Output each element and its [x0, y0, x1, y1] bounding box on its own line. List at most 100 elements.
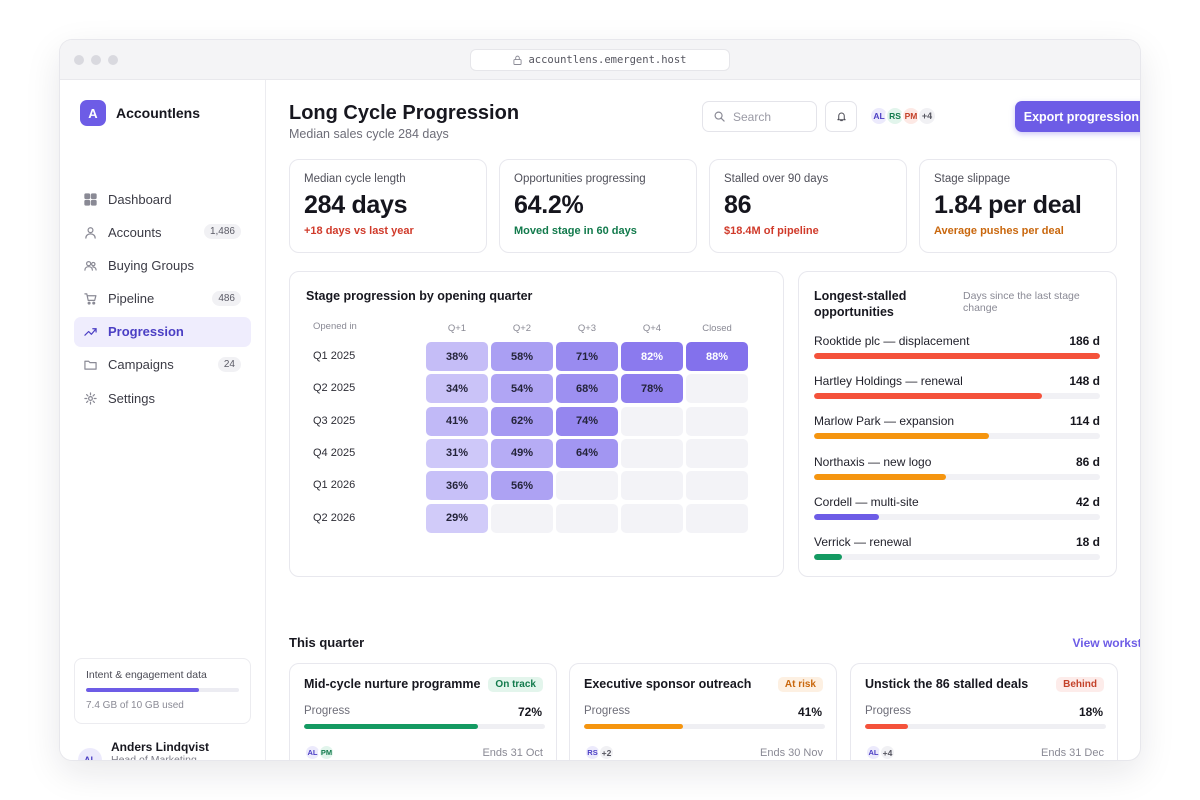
- search-box[interactable]: Search: [702, 101, 817, 132]
- heatmap-row-label: Q2 2025: [313, 382, 356, 395]
- stalled-days: 114 d: [1069, 414, 1100, 429]
- heatmap-cell[interactable]: 74%: [556, 406, 618, 436]
- quarter-section-title: This quarter: [289, 635, 365, 650]
- cart-icon: [84, 293, 97, 305]
- progress-label: Progress: [584, 705, 631, 717]
- heatmap-cell: [686, 406, 748, 436]
- workstream-end-date: Ends 30 Nov: [760, 747, 823, 759]
- progress-percent: 18%: [1078, 705, 1103, 719]
- stalled-days: 148 d: [1069, 374, 1100, 389]
- sidebar-item-label: Pipeline: [108, 291, 155, 307]
- workstream-avatars[interactable]: AL +4: [865, 744, 896, 760]
- heatmap-cell[interactable]: 29%: [426, 503, 488, 533]
- heatmap-cell[interactable]: 64%: [556, 438, 618, 468]
- heatmap-cell: [621, 471, 683, 501]
- trend-icon: [84, 328, 97, 337]
- workstream-avatars[interactable]: RS +2: [584, 744, 615, 760]
- heatmap-row-label: Q1 2025: [313, 350, 356, 362]
- stalled-bar-track: [814, 554, 1100, 560]
- heatmap-cell[interactable]: 54%: [491, 374, 553, 404]
- user-profile[interactable]: AL Anders Lindqvist Head of Marketing An…: [78, 740, 221, 760]
- workstream-title: Executive sponsor outreach: [584, 677, 752, 691]
- heatmap-cell[interactable]: 38%: [426, 342, 488, 371]
- stalled-item[interactable]: Northaxis — new logo 86 d: [814, 455, 1100, 481]
- kpi-label: Stage slippage: [934, 173, 1011, 185]
- workstream-card[interactable]: Unstick the 86 stalled deals Behind Progre…: [850, 663, 1118, 760]
- kpi-value: 1.84 per deal: [934, 191, 1082, 219]
- export-button[interactable]: Export progression data: [1015, 101, 1140, 132]
- heatmap-cell[interactable]: 56%: [491, 471, 553, 501]
- progress-fill: [865, 724, 909, 729]
- heatmap-cell: [556, 503, 618, 533]
- heatmap-cell[interactable]: 41%: [426, 406, 488, 436]
- sidebar-item-buying-groups[interactable]: Buying Groups: [74, 250, 251, 280]
- workstream-title: Mid-cycle nurture programme: [304, 677, 481, 691]
- heatmap-cell[interactable]: 36%: [426, 471, 488, 501]
- heatmap-cell[interactable]: 31%: [426, 438, 488, 468]
- address-bar[interactable]: accountlens.emergent.host: [470, 49, 730, 71]
- heatmap-cell[interactable]: 78%: [621, 374, 683, 404]
- close-window-dot[interactable]: [74, 55, 84, 65]
- kpi-card: Opportunities progressing 64.2% Moved stag…: [499, 159, 697, 253]
- search-placeholder: Search: [733, 109, 772, 124]
- stalled-item[interactable]: Hartley Holdings — renewal 148 d: [814, 374, 1100, 400]
- view-workstreams-link[interactable]: View workstreams: [1072, 636, 1140, 650]
- storage-progress-track: [86, 688, 239, 692]
- sidebar-item-label: Settings: [108, 390, 155, 406]
- heatmap-cell[interactable]: 88%: [686, 342, 748, 371]
- stalled-item[interactable]: Cordell — multi-site 42 d: [814, 495, 1100, 521]
- users-icon: [84, 260, 97, 271]
- heatmap-cell: [686, 438, 748, 468]
- stalled-bar-fill: [814, 393, 1042, 400]
- maximize-window-dot[interactable]: [108, 55, 118, 65]
- heatmap-cell[interactable]: 62%: [491, 406, 553, 436]
- address-url: accountlens.emergent.host: [528, 54, 687, 66]
- stalled-name: Marlow Park — expansion: [814, 414, 955, 429]
- page-subtitle: Median sales cycle 284 days: [289, 127, 449, 141]
- sidebar-item-dashboard[interactable]: Dashboard: [74, 184, 251, 214]
- progress-percent: 72%: [517, 705, 542, 719]
- avatar-more-count: +4: [879, 744, 896, 760]
- progress-label: Progress: [304, 705, 351, 717]
- team-more-count[interactable]: +4: [917, 106, 937, 126]
- workstream-card[interactable]: Executive sponsor outreach At risk Progres…: [569, 663, 837, 760]
- kpi-card: Stalled over 90 days 86 $18.4M of pipeline: [709, 159, 907, 253]
- stalled-days: 42 d: [1075, 494, 1100, 509]
- notifications-button[interactable]: [825, 101, 857, 132]
- heatmap-row-label: Q3 2025: [313, 414, 356, 427]
- stalled-item[interactable]: Rooktide plc — displacement 186 d: [814, 334, 1100, 360]
- sidebar-item-campaigns[interactable]: Campaigns 24: [74, 350, 251, 380]
- stalled-bar-track: [814, 433, 1100, 440]
- stalled-item[interactable]: Marlow Park — expansion 114 d: [814, 414, 1100, 440]
- main-content: Long Cycle Progression Median sales cycl…: [266, 80, 1140, 760]
- sidebar-nav: Dashboard Accounts 1,486 Buying Groups Pipel…: [74, 184, 251, 416]
- sidebar-item-settings[interactable]: Settings: [74, 383, 251, 413]
- heatmap-cell[interactable]: 58%: [491, 342, 553, 371]
- stalled-bar-fill: [814, 554, 842, 560]
- progress-percent: 41%: [797, 705, 822, 719]
- team-avatars[interactable]: AL RS PM +4: [869, 106, 937, 126]
- heatmap-cell[interactable]: 82%: [621, 342, 683, 371]
- minimize-window-dot[interactable]: [91, 55, 101, 65]
- workstream-card[interactable]: Mid-cycle nurture programme On track Progr…: [289, 663, 557, 760]
- stalled-name: Hartley Holdings — renewal: [814, 374, 963, 389]
- kpi-label: Stalled over 90 days: [724, 173, 829, 185]
- workstream-avatars[interactable]: AL PM: [304, 744, 335, 760]
- sidebar: A Accountlens Dashboard Accounts 1,486 Buyi…: [60, 80, 266, 760]
- sidebar-item-progression[interactable]: Progression: [74, 316, 251, 347]
- user-role: Head of Marketing Analytics: [111, 754, 197, 760]
- heatmap-cell[interactable]: 49%: [491, 438, 553, 468]
- sidebar-item-label: Progression: [108, 324, 184, 340]
- heatmap-row-label: Q2 2026: [313, 511, 356, 524]
- app-logo: A: [80, 100, 106, 126]
- brand[interactable]: A Accountlens: [80, 100, 200, 126]
- heatmap-cell[interactable]: 34%: [426, 374, 488, 404]
- avatar-more-count: +2: [598, 744, 615, 760]
- stalled-item[interactable]: Verrick — renewal 18 d: [814, 535, 1100, 561]
- heatmap-cell[interactable]: 68%: [556, 374, 618, 404]
- sidebar-item-label: Campaigns: [108, 357, 174, 373]
- sidebar-item-accounts[interactable]: Accounts 1,486: [74, 217, 251, 247]
- sidebar-item-pipeline[interactable]: Pipeline 486: [74, 284, 251, 314]
- heatmap-cell: [556, 471, 618, 501]
- heatmap-cell[interactable]: 71%: [556, 342, 618, 371]
